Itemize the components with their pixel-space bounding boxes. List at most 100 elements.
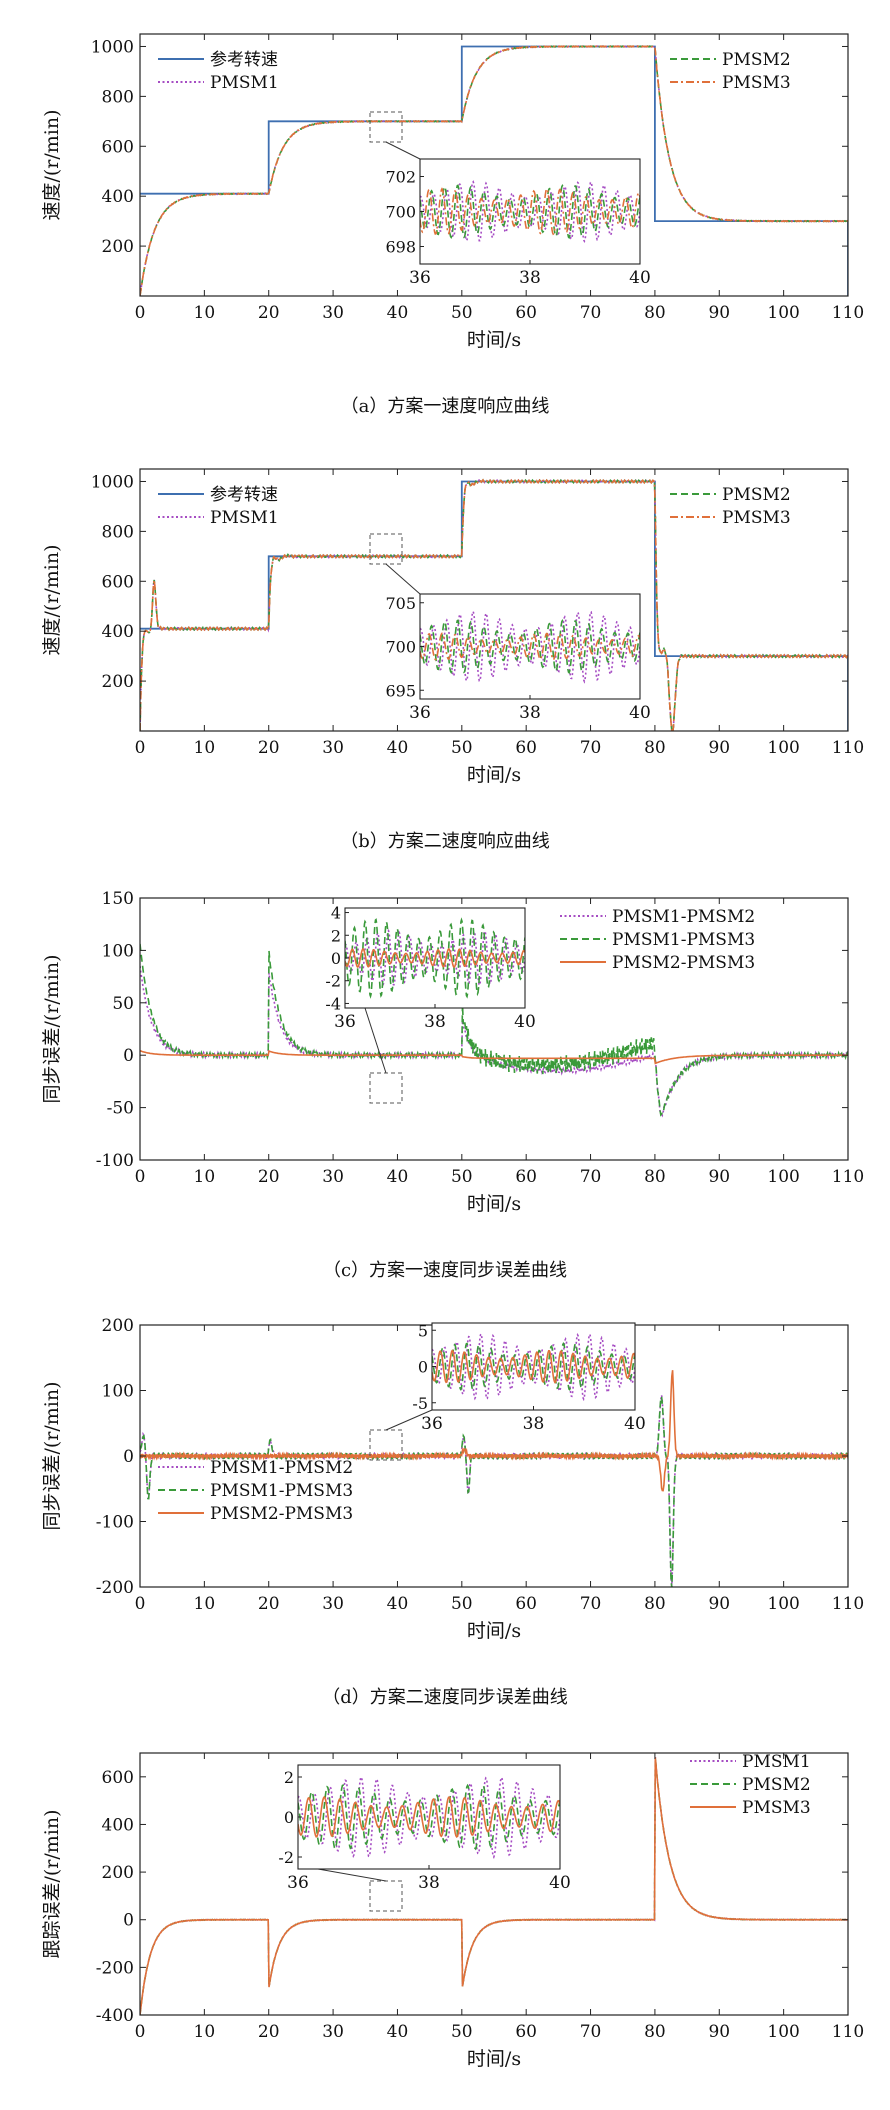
panel-e: 0 10 20 30 40 50 60 70 80 90 100 110-400-2000200400… [41, 1752, 864, 2070]
legend-label: PMSM1-PMSM2 [612, 907, 755, 927]
zoom-pointer [364, 1007, 387, 1074]
legend-label: PMSM2 [742, 1775, 811, 1795]
inset-x-tick-label: 38 [519, 268, 541, 288]
series-PMSM3 [140, 45, 848, 296]
x-tick-label: 0 [135, 738, 146, 758]
inset-y-tick-label: 695 [385, 681, 416, 700]
y-tick-label: -100 [96, 1151, 134, 1171]
y-tick-label: 150 [102, 889, 134, 909]
legend-label: PMSM1-PMSM2 [210, 1458, 353, 1478]
legend-label: PMSM1 [742, 1752, 811, 1772]
plot-area [140, 478, 848, 731]
y-tick-label: 600 [102, 1768, 134, 1788]
x-tick-label: 60 [515, 1167, 537, 1187]
figure-caption: （b）方案二速度响应曲线 [340, 831, 550, 852]
inset: 36 38 40 2 0 -2 [278, 1764, 571, 1893]
inset-x-tick-label: 36 [409, 703, 431, 723]
inset-y-tick-label: 0 [418, 1358, 428, 1377]
x-tick-label: 60 [515, 303, 537, 323]
inset-y-tick-label: 702 [385, 168, 416, 187]
legend-label: PMSM2 [722, 485, 791, 505]
zoom-region [369, 111, 403, 143]
x-tick-label: 20 [258, 303, 280, 323]
y-tick-label: 600 [102, 572, 134, 592]
legend: PMSM1-PMSM2 PMSM1-PMSM3 PMSM2-PMSM3 [560, 907, 755, 973]
legend-label: PMSM1 [210, 508, 279, 528]
series-PMSM2-PMSM3 [140, 1370, 848, 1492]
x-tick-label: 60 [515, 2022, 537, 2042]
legend-label: 参考转速 [210, 50, 278, 70]
x-tick-label: 10 [194, 1594, 216, 1614]
figure-caption: （c）方案一速度同步误差曲线 [323, 1260, 567, 1281]
x-tick-label: 80 [644, 2022, 666, 2042]
zoom-pointer [317, 1868, 387, 1882]
x-tick-label: 110 [832, 1594, 864, 1614]
x-tick-label: 50 [451, 1167, 473, 1187]
axes-frame [139, 1752, 849, 2016]
inset-series-PMSM1 [298, 1775, 560, 1859]
zoom-region [369, 533, 403, 565]
zoom-region [369, 1880, 403, 1912]
legend-label: PMSM2 [722, 50, 791, 70]
x-tick-label: 90 [708, 2022, 730, 2042]
x-axis-label: 时间/s [467, 764, 521, 786]
inset-x-tick-label: 38 [424, 1012, 446, 1032]
x-tick-label: 80 [644, 1594, 666, 1614]
x-tick-label: 40 [387, 303, 409, 323]
inset-series-PMSM1-PMSM2 [432, 1332, 635, 1402]
x-tick-label: 80 [644, 738, 666, 758]
inset-y-tick-label: -5 [412, 1394, 428, 1413]
x-tick-label: 40 [387, 738, 409, 758]
series-PMSM3 [140, 1757, 848, 2015]
inset-y-tick-label: 700 [385, 638, 416, 657]
series-PMSM1-PMSM3 [140, 943, 848, 1117]
legend: 参考转速 PMSM1 [158, 50, 279, 93]
y-tick-label: -200 [96, 1958, 134, 1978]
inset-y-tick-label: 2 [284, 1768, 294, 1787]
y-tick-label: 800 [102, 87, 134, 107]
x-tick-label: 30 [322, 303, 344, 323]
x-tick-label: 20 [258, 738, 280, 758]
zoom-region [369, 1072, 403, 1104]
legend-label: PMSM3 [722, 508, 791, 528]
x-tick-label: 0 [135, 303, 146, 323]
legend-label: PMSM1-PMSM3 [612, 930, 755, 950]
y-tick-label: 200 [102, 672, 134, 692]
inset-x-tick-label: 40 [549, 1873, 571, 1893]
legend: 参考转速 PMSM1 [158, 485, 279, 528]
x-tick-label: 80 [644, 1167, 666, 1187]
x-tick-label: 10 [194, 1167, 216, 1187]
x-tick-label: 40 [387, 2022, 409, 2042]
inset-y-tick-label: -2 [278, 1848, 294, 1867]
legend: PMSM1-PMSM2 PMSM1-PMSM3 PMSM2-PMSM3 [158, 1458, 353, 1524]
legend: PMSM1 PMSM2 PMSM3 [690, 1752, 811, 1818]
axes-frame [139, 897, 849, 1161]
plot-area [140, 943, 848, 1118]
x-tick-label: 60 [515, 1594, 537, 1614]
x-tick-label: 30 [322, 2022, 344, 2042]
x-tick-label: 110 [832, 2022, 864, 2042]
inset: 36 38 40 698 700 702 [385, 158, 651, 288]
x-tick-label: 10 [194, 2022, 216, 2042]
x-tick-label: 20 [258, 2022, 280, 2042]
x-tick-label: 100 [767, 2022, 799, 2042]
x-tick-label: 70 [580, 1594, 602, 1614]
x-tick-label: 0 [135, 2022, 146, 2042]
y-tick-label: 400 [102, 187, 134, 207]
x-tick-label: 60 [515, 738, 537, 758]
inset-x-tick-label: 36 [287, 1873, 309, 1893]
x-tick-label: 20 [258, 1167, 280, 1187]
inset-y-tick-label: 4 [331, 904, 341, 923]
x-tick-label: 90 [708, 1167, 730, 1187]
legend: PMSM2 PMSM3 [670, 50, 791, 93]
inset-series-PMSM3 [420, 632, 640, 661]
inset-x-tick-label: 36 [409, 268, 431, 288]
x-tick-label: 80 [644, 303, 666, 323]
inset-series-PMSM1-PMSM3 [432, 1342, 635, 1391]
zoom-pointer [385, 1409, 433, 1431]
legend-label: 参考转速 [210, 485, 278, 505]
x-tick-label: 70 [580, 303, 602, 323]
x-tick-label: 50 [451, 303, 473, 323]
